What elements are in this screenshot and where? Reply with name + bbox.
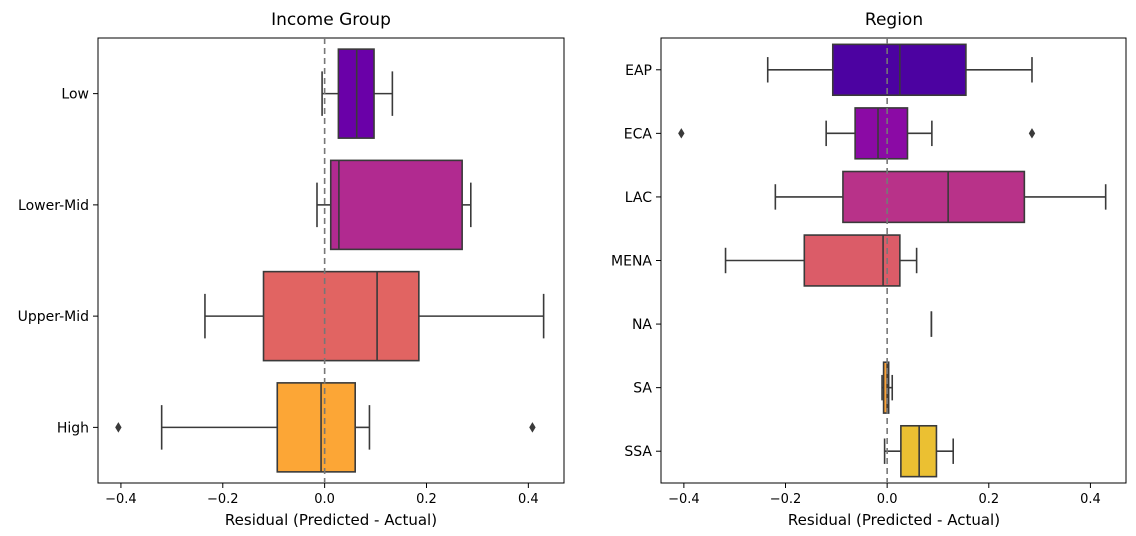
region-y-tick-label-eca: ECA — [624, 126, 653, 142]
region-outlier-eca — [678, 128, 685, 139]
income-group-plot-area: −0.4 −0.2 0.0 0.2 0.4 Low Lower-Mid Upper-Mid Hi… — [18, 37, 565, 507]
region-x-tick-label: 0.2 — [978, 492, 999, 507]
income-group-title: Income Group — [271, 10, 391, 30]
income-group-box-high — [276, 382, 356, 473]
region-x-tick-label: −0.4 — [668, 492, 700, 507]
income-group-y-tick-label-lower-mid: Lower-Mid — [18, 198, 89, 214]
income-group-x-tick-label: 0.0 — [314, 492, 335, 507]
region-outlier-eca — [1028, 128, 1036, 139]
region-x-axis-label: Residual (Predicted - Actual) — [788, 511, 1000, 529]
income-group-box-lower-mid — [329, 159, 463, 251]
income-group-axes-frame — [97, 37, 565, 484]
income-group-x-tick-label: 0.4 — [518, 492, 539, 507]
income-group-x-axis-label: Residual (Predicted - Actual) — [225, 511, 437, 529]
region-plot-area: −0.4 −0.2 0.0 0.2 0.4 EAP ECA LAC MENA NA SA SSA — [611, 37, 1127, 507]
region-y-tick-label-na: NA — [632, 317, 652, 333]
income-group-y-tick-label-high: High — [57, 420, 89, 436]
region-panel: Region Residual (Predicted - Actual) −0.… — [611, 10, 1127, 529]
region-y-tick-label-sa: SA — [633, 381, 652, 397]
region-box-sa — [882, 361, 890, 414]
income-group-x-tick-label: 0.2 — [416, 492, 437, 507]
income-group-box-upper-mid — [262, 270, 420, 362]
region-y-tick-label-eap: EAP — [625, 63, 652, 79]
income-group-outlier-high — [115, 422, 122, 433]
region-x-tick-label: −0.2 — [770, 492, 802, 507]
region-x-tick-label: 0.4 — [1080, 492, 1101, 507]
income-group-y-tick-label-upper-mid: Upper-Mid — [18, 309, 89, 325]
region-box-eca — [854, 107, 909, 160]
region-y-tick-label-mena: MENA — [611, 254, 652, 270]
region-x-tick-label: 0.0 — [877, 492, 898, 507]
region-y-tick-label-lac: LAC — [625, 190, 652, 206]
region-y-tick-label-ssa: SSA — [624, 444, 652, 460]
region-title: Region — [865, 10, 923, 30]
income-group-x-tick-label: −0.4 — [105, 492, 137, 507]
income-group-y-tick-label-low: Low — [61, 87, 89, 103]
region-box-lac — [842, 170, 1026, 224]
income-group-panel: Income Group Residual (Predicted - Actua… — [18, 10, 565, 529]
income-group-x-tick-label: −0.2 — [207, 492, 239, 507]
income-group-outlier-high — [529, 422, 536, 433]
region-box-mena — [803, 234, 901, 287]
